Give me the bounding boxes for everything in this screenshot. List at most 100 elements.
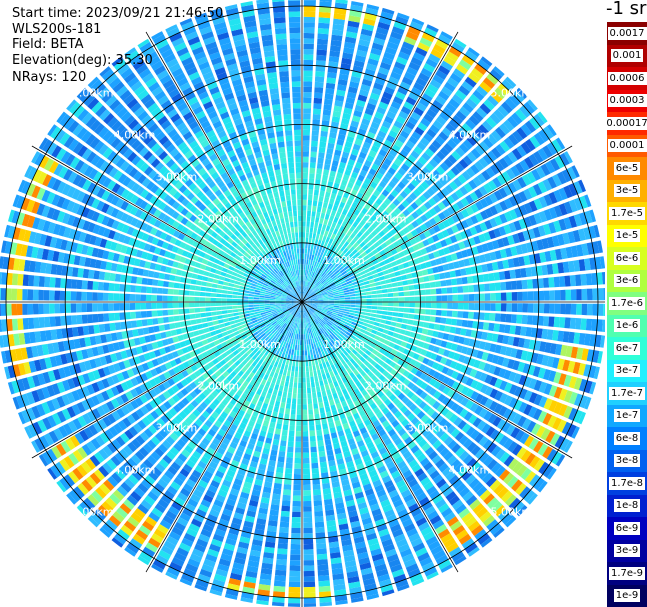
range-gate-cell [596, 319, 603, 332]
range-gate-cell [374, 77, 386, 86]
range-gate-cell [510, 314, 517, 324]
range-gate-cell [276, 553, 288, 560]
range-gate-cell [401, 177, 410, 186]
range-gate-cell [493, 366, 502, 376]
range-gate-cell [365, 291, 372, 295]
range-gate-cell [395, 15, 409, 25]
range-gate-cell [379, 61, 392, 71]
range-gate-cell [430, 352, 438, 361]
range-gate-cell [409, 331, 417, 338]
range-gate-cell [337, 313, 343, 318]
range-gate-cell [331, 246, 337, 253]
range-gate-cell [454, 232, 463, 242]
range-gate-cell [410, 252, 418, 259]
range-gate-cell [298, 334, 301, 340]
range-gate-cell [568, 215, 578, 228]
range-gate-cell [325, 88, 335, 95]
range-gate-cell [450, 134, 461, 145]
range-gate-cell [426, 187, 436, 197]
range-gate-cell [326, 313, 332, 317]
range-gate-cell [322, 395, 328, 402]
range-gate-cell [573, 197, 583, 211]
range-gate-cell [354, 287, 360, 291]
range-gate-cell [548, 222, 557, 234]
range-gate-cell [493, 109, 505, 121]
range-gate-cell [404, 173, 413, 182]
range-gate-cell [318, 302, 324, 305]
range-gate-cell [399, 130, 410, 139]
range-gate-cell [302, 145, 310, 152]
range-gate-cell [413, 106, 424, 117]
range-gate-cell [306, 304, 312, 307]
range-gate-cell [479, 222, 488, 232]
range-gate-cell [410, 86, 422, 97]
range-gate-cell [342, 284, 348, 289]
range-gate-cell [360, 292, 367, 296]
range-gate-cell [289, 565, 301, 572]
range-gate-cell [275, 423, 282, 430]
range-gate-cell [489, 376, 498, 387]
range-gate-cell [343, 241, 350, 248]
range-gate-cell [380, 162, 390, 171]
range-gate-cell [339, 295, 345, 298]
range-gate-cell [376, 352, 383, 359]
range-gate-cell [421, 166, 431, 176]
range-gate-cell [324, 284, 330, 289]
range-gate-cell [358, 248, 365, 255]
range-gate-cell [508, 222, 517, 233]
range-gate-cell [269, 399, 275, 406]
range-gate-cell [174, 322, 181, 329]
range-gate-cell [303, 11, 316, 18]
range-gate-cell [316, 44, 328, 51]
range-gate-cell [303, 113, 311, 120]
range-gate-cell [334, 2, 348, 10]
range-gate-cell [478, 312, 485, 320]
range-gate-cell [474, 188, 484, 199]
range-gate-cell [289, 360, 293, 366]
range-gate-cell [460, 397, 470, 407]
range-gate-cell [360, 311, 366, 315]
range-gate-cell [523, 390, 533, 402]
range-gate-cell [327, 203, 333, 210]
range-gate-cell [379, 249, 386, 256]
range-gate-cell [405, 343, 413, 350]
range-gate-cell [543, 209, 553, 221]
range-gate-cell [323, 260, 329, 266]
range-gate-cell [307, 302, 313, 305]
range-gate-cell [446, 310, 453, 317]
range-gate-cell [533, 132, 545, 146]
range-gate-cell [508, 371, 517, 382]
range-gate-cell [237, 308, 244, 312]
range-gate-cell [527, 98, 540, 111]
range-gate-cell [303, 597, 316, 604]
range-gate-cell [333, 296, 340, 299]
range-gate-cell [451, 278, 458, 286]
range-gate-cell [318, 299, 324, 302]
range-gate-cell [340, 280, 347, 285]
range-gate-cell [562, 359, 571, 372]
range-gate-cell [287, 354, 291, 360]
range-gate-cell [291, 522, 301, 528]
range-gate-cell [393, 120, 404, 129]
range-gate-cell [274, 428, 281, 435]
range-gate-cell [93, 324, 100, 334]
range-gate-cell [393, 302, 399, 307]
range-gate-cell [297, 344, 300, 351]
range-gate-cell [352, 143, 361, 151]
range-gate-cell [388, 76, 400, 86]
range-gate-cell [271, 444, 279, 451]
range-gate-cell [541, 238, 550, 250]
range-gate-cell [486, 73, 499, 85]
range-gate-cell [288, 430, 295, 437]
range-gate-cell [341, 179, 348, 187]
range-gate-cell [371, 309, 377, 314]
range-gate-cell [556, 419, 567, 433]
range-gate-cell [314, 250, 319, 256]
range-gate-cell [511, 444, 523, 456]
range-gate-cell [328, 302, 335, 304]
range-gate-cell [289, 419, 296, 426]
range-gate-cell [310, 221, 315, 228]
range-gate-cell [486, 332, 494, 342]
range-gate-cell [366, 271, 373, 277]
range-gate-cell [353, 284, 360, 288]
